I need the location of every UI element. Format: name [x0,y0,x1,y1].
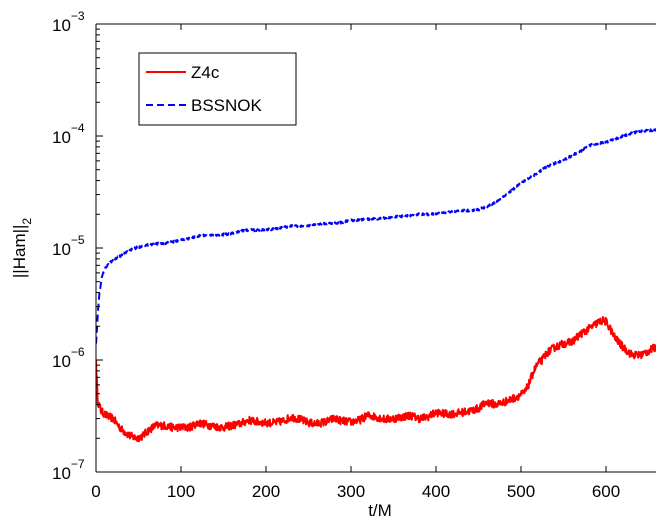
x-axis-label: t/M [368,501,392,519]
y-tick-label: 10−7 [52,457,85,483]
legend-box [138,52,297,126]
y-ticks: 10−7 10−6 10−5 10−4 10−3 [52,9,103,483]
x-tick-label: 0 [91,482,100,501]
y-axis-label-base: ||Ham|| [10,225,29,279]
x-ticks: 0 100 200 300 400 500 600 [91,24,620,501]
y-axis-label-subscript: 2 [20,218,34,225]
legend-label-z4c: Z4c [191,63,220,82]
x-tick-label: 600 [592,482,620,501]
x-tick-label: 500 [507,482,535,501]
y-axis-label: ||Ham||2 [10,218,34,279]
legend-label-bssnok: BSSNOK [191,96,263,115]
y-tick-label: 10−5 [52,233,85,259]
x-tick-label: 300 [337,482,365,501]
x-tick-label: 100 [167,482,195,501]
y-tick-label: 10−6 [52,345,85,371]
legend: Z4c BSSNOK [138,52,297,126]
series-line-bssnok [96,128,656,344]
x-tick-label: 200 [252,482,280,501]
y-tick-label: 10−4 [52,121,85,147]
series-line-z4c [96,315,656,443]
series-layer [96,128,656,443]
x-tick-label: 400 [422,482,450,501]
y-tick-label: 10−3 [52,9,85,35]
